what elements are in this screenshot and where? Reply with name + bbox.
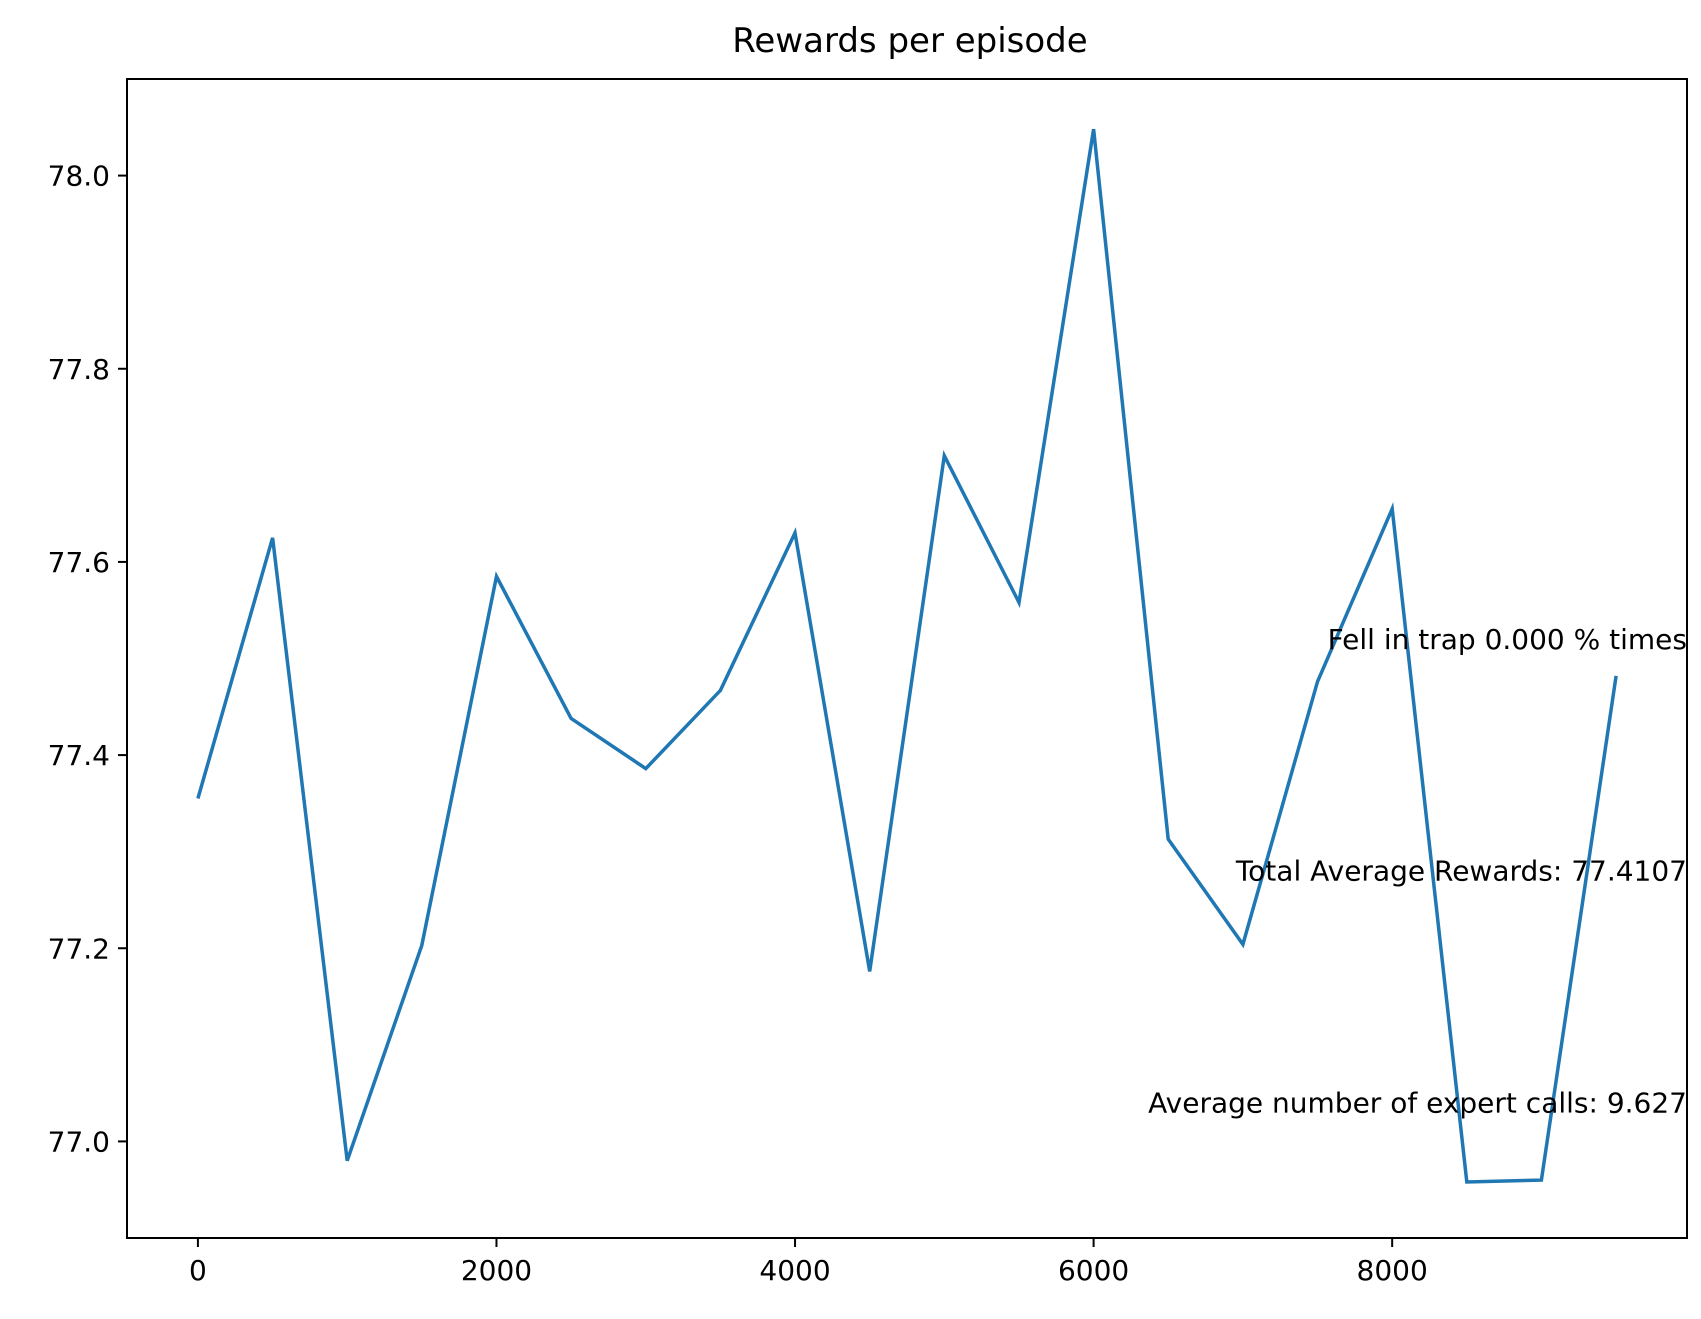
axes-frame [126, 78, 1688, 1239]
plot-area: 0 2000 4000 6000 8000 77.0 77.2 77.4 77.6 77.8 78.… [48, 78, 1688, 1287]
x-tick-label: 6000 [1058, 1254, 1129, 1287]
series-line [196, 128, 1618, 1184]
x-tick-label: 0 [189, 1254, 207, 1287]
y-tick-label: 77.8 [48, 353, 110, 386]
annotation-text: Average number of expert calls: 9.627 [1148, 1086, 1687, 1119]
y-tick-label: 77.4 [48, 739, 110, 772]
y-tick-label: 77.2 [48, 932, 110, 965]
y-tick-label: 78.0 [48, 160, 110, 193]
annotation-text: Total Average Rewards: 77.4107 [1235, 855, 1687, 888]
y-tick-label: 77.6 [48, 546, 110, 579]
chart-title: Rewards per episode [732, 21, 1087, 61]
x-tick-label: 4000 [759, 1254, 830, 1287]
y-tick-label: 77.0 [48, 1125, 110, 1158]
x-tick-label: 8000 [1357, 1254, 1428, 1287]
annotation-text: Fell in trap 0.000 % times [1328, 623, 1687, 656]
x-tick-label: 2000 [461, 1254, 532, 1287]
